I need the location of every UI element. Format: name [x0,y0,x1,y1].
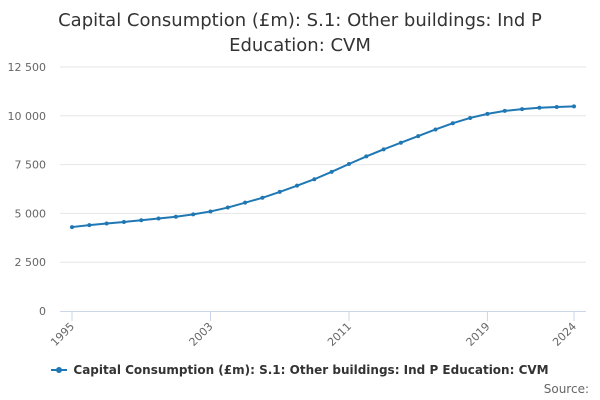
data-point[interactable] [260,195,265,200]
legend-swatch-icon [51,367,68,373]
data-point[interactable] [295,183,300,188]
data-point[interactable] [520,107,525,112]
x-tick-label: 2003 [187,320,216,349]
x-axis [60,311,586,321]
data-point[interactable] [398,140,403,145]
data-point[interactable] [329,169,334,174]
data-point[interactable] [173,214,178,219]
data-point[interactable] [277,189,282,194]
data-point[interactable] [104,221,109,226]
y-axis-tick-labels: 0 2 500 5 000 7 500 10 000 12 500 [8,61,47,318]
legend-label[interactable]: Capital Consumption (£m): S.1: Other bui… [73,363,549,377]
data-point[interactable] [87,223,92,228]
data-point[interactable] [243,200,248,205]
data-point[interactable] [139,218,144,223]
data-point[interactable] [312,177,317,182]
data-point[interactable] [346,162,351,167]
y-tick-label: 12 500 [8,61,47,74]
series-group [70,104,576,230]
y-tick-label: 7 500 [15,159,47,172]
data-point[interactable] [208,209,213,214]
data-point[interactable] [364,154,369,159]
x-tick-label: 2024 [550,320,579,349]
x-axis-tick-labels: 1995 2003 2011 2019 2024 [48,320,579,349]
data-point[interactable] [191,212,196,217]
chart-title: Capital Consumption (£m): S.1: Other bui… [58,10,542,56]
x-tick-label: 1995 [48,320,77,349]
x-tick-label: 2019 [464,320,493,349]
data-point[interactable] [156,216,161,221]
legend-marker-icon [56,367,63,373]
legend[interactable]: Capital Consumption (£m): S.1: Other bui… [0,363,600,377]
source-label: Source: [543,382,589,396]
data-point[interactable] [485,111,490,116]
y-tick-label: 0 [39,305,46,318]
y-tick-label: 5 000 [15,207,47,220]
data-point[interactable] [537,105,542,110]
data-point[interactable] [70,225,74,230]
y-tick-label: 10 000 [8,110,47,123]
series-line[interactable] [71,105,575,229]
data-point[interactable] [554,105,559,110]
x-tick-label: 2011 [325,320,354,349]
data-point[interactable] [468,115,473,120]
data-point[interactable] [450,121,455,126]
data-point[interactable] [121,219,126,224]
data-point[interactable] [381,147,386,152]
data-point[interactable] [225,205,230,210]
data-point[interactable] [433,127,438,132]
grid-lines [60,66,586,263]
data-point[interactable] [416,134,421,139]
y-tick-label: 2 500 [15,256,47,269]
data-point[interactable] [502,108,507,113]
data-point[interactable] [572,104,576,109]
